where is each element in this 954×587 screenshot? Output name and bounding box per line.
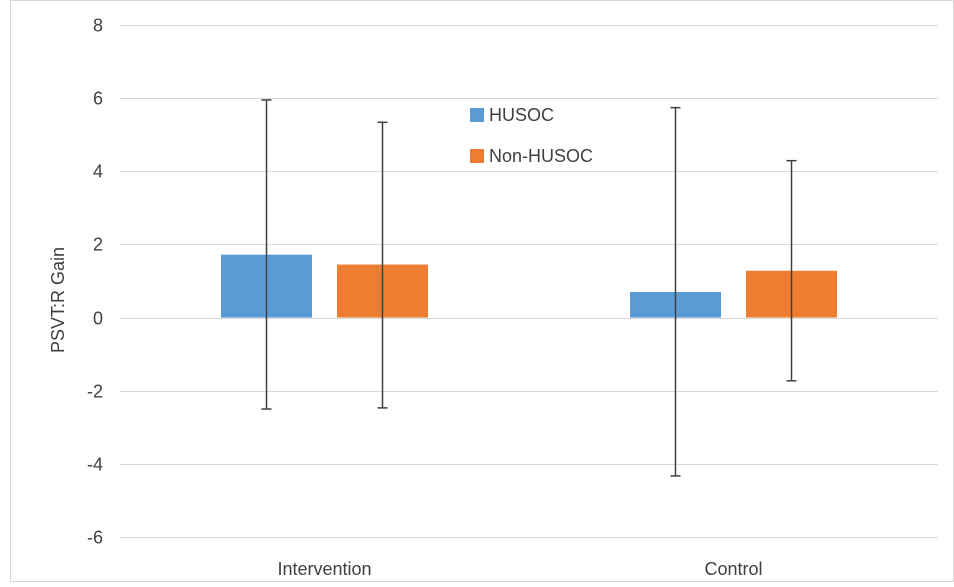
- legend-swatch-non-husoc: [470, 149, 484, 163]
- legend: HUSOC Non-HUSOC: [470, 105, 593, 166]
- y-tick-label: 2: [93, 235, 103, 255]
- legend-swatch-husoc: [470, 108, 484, 122]
- legend-label: Non-HUSOC: [489, 146, 593, 166]
- x-tick-label: Control: [704, 559, 762, 579]
- y-tick-label: 0: [93, 309, 103, 329]
- x-tick-label: Intervention: [277, 559, 371, 579]
- y-tick-label: 6: [93, 89, 103, 109]
- y-tick-label: 8: [93, 16, 103, 36]
- y-tick-label: -6: [87, 528, 103, 548]
- y-tick-label: -2: [87, 382, 103, 402]
- legend-label: HUSOC: [489, 105, 554, 125]
- error-bars: [261, 99, 797, 477]
- y-tick-label: -4: [87, 455, 103, 475]
- y-axis-tick-labels: -6 -4 -2 0 2 4 6 8: [87, 16, 103, 548]
- y-axis-label: PSVT:R Gain: [48, 247, 68, 353]
- gridlines: [120, 25, 938, 538]
- x-axis-tick-labels: Intervention Control: [277, 559, 762, 579]
- y-tick-label: 4: [93, 162, 103, 182]
